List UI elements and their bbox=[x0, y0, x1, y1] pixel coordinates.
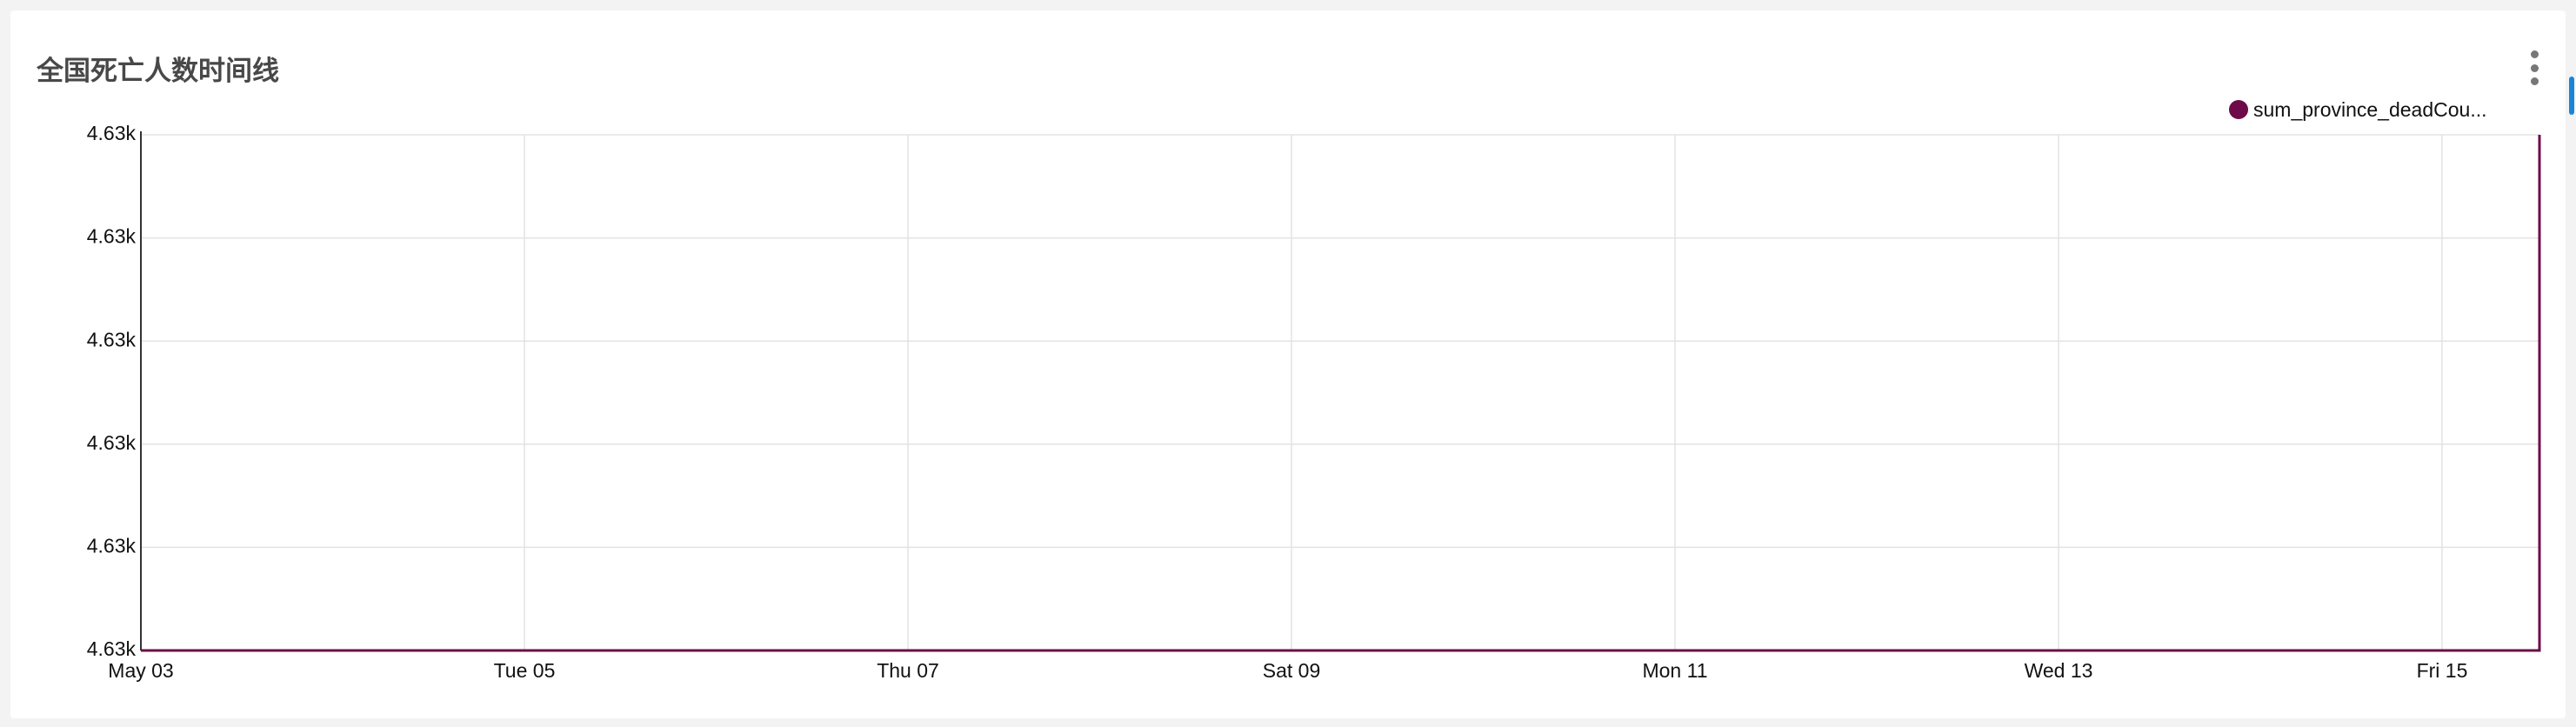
more-options-icon[interactable] bbox=[2526, 50, 2543, 85]
axes bbox=[140, 131, 2539, 651]
menu-dot bbox=[2530, 50, 2539, 58]
x-tick-label: Thu 07 bbox=[877, 659, 939, 682]
legend-swatch bbox=[2229, 100, 2248, 119]
x-tick-label: Tue 05 bbox=[494, 659, 556, 682]
legend-label: sum_province_deadCou... bbox=[2253, 98, 2487, 121]
scrollbar-indicator[interactable] bbox=[2569, 77, 2574, 115]
series-layer bbox=[141, 135, 2541, 652]
chart-panel: 全国死亡人数时间线 bbox=[10, 10, 2566, 718]
chart-title: 全国死亡人数时间线 bbox=[37, 56, 279, 87]
y-tick-label: 4.63k bbox=[87, 431, 137, 454]
y-tick-label: 4.63k bbox=[87, 637, 137, 660]
x-tick-label: Mon 11 bbox=[1642, 659, 1707, 682]
grid bbox=[140, 134, 2539, 651]
x-tick-label: Sat 09 bbox=[1263, 659, 1321, 682]
y-tick-label: 4.63k bbox=[87, 534, 137, 557]
x-tick-label: May 03 bbox=[108, 659, 173, 682]
menu-dot bbox=[2530, 77, 2539, 85]
y-tick-label: 4.63k bbox=[87, 328, 137, 350]
x-tick-label: Wed 13 bbox=[2025, 659, 2093, 682]
y-tick-label: 4.63k bbox=[87, 122, 137, 144]
x-tick-label: Fri 15 bbox=[2417, 659, 2468, 682]
menu-dot bbox=[2530, 63, 2539, 72]
legend[interactable]: sum_province_deadCou... bbox=[2229, 98, 2487, 121]
series-line bbox=[141, 135, 2541, 652]
y-tick-label: 4.63k bbox=[87, 225, 137, 248]
